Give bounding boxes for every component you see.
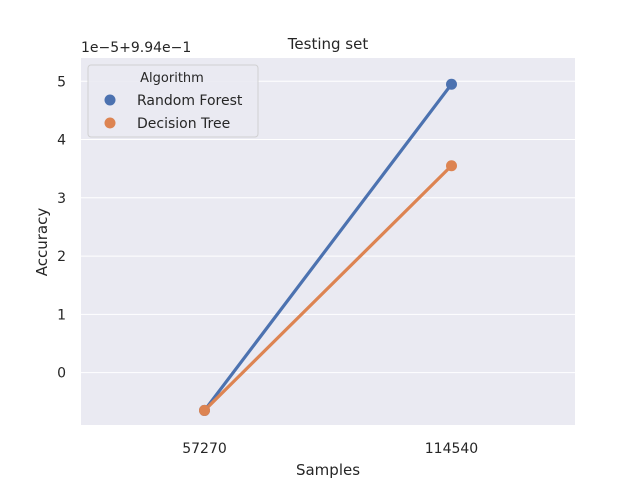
series-line	[202, 164, 454, 413]
legend-marker-random-forest	[104, 94, 116, 106]
y-tick-label: 3	[57, 191, 66, 207]
y-axis: 0 1 2 3 4 5	[57, 74, 66, 381]
y-axis-label: Accuracy	[33, 208, 51, 277]
legend-marker-decision-tree	[104, 117, 116, 129]
legend-label-random-forest: Random Forest	[137, 93, 243, 109]
series-line	[202, 82, 454, 413]
x-tick-label: 57270	[182, 441, 227, 457]
legend: Algorithm Random Forest Decision Tree	[87, 64, 259, 138]
data-point	[446, 160, 457, 172]
legend-label-decision-tree: Decision Tree	[137, 116, 230, 132]
y-offset-label: 1e−5+9.94e−1	[81, 40, 191, 56]
data-point	[446, 78, 457, 90]
y-tick-label: 1	[57, 307, 66, 323]
series-layer	[199, 78, 457, 416]
legend-title: Algorithm	[140, 71, 204, 86]
x-tick-label: 114540	[425, 441, 478, 457]
chart-title: Testing set	[287, 35, 369, 53]
legend-box	[87, 64, 259, 138]
y-tick-label: 2	[57, 249, 66, 265]
grid	[81, 80, 575, 374]
y-tick-label: 0	[57, 366, 66, 382]
y-tick-label: 5	[57, 74, 66, 90]
x-axis-label: Samples	[296, 461, 360, 479]
x-axis: 57270 114540	[182, 441, 478, 457]
data-point	[199, 404, 210, 416]
y-tick-label: 4	[57, 133, 66, 149]
